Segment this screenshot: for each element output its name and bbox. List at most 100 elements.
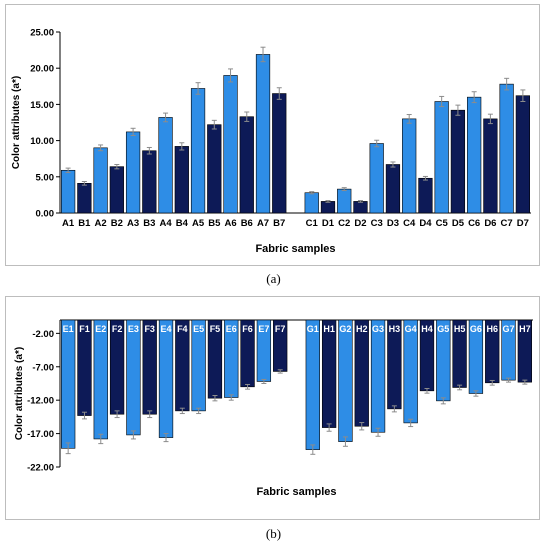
x-tick-label: G1	[307, 324, 319, 334]
bar	[207, 124, 222, 214]
x-tick-label: C6	[468, 218, 480, 229]
bar	[255, 54, 271, 214]
bar	[60, 169, 76, 214]
y-tick-label: -7.00	[32, 362, 54, 373]
x-tick-label: E5	[193, 324, 204, 334]
x-tick-label: H1	[323, 324, 335, 334]
y-tick-label: 10.00	[30, 136, 54, 147]
x-tick-label: E3	[128, 324, 139, 334]
bar	[354, 319, 369, 427]
caption-a: (a)	[266, 271, 281, 286]
x-tick-label: C5	[436, 218, 449, 229]
x-tick-label: A1	[62, 218, 75, 229]
x-tick-label: F3	[144, 324, 155, 334]
x-tick-label: G3	[372, 324, 384, 334]
bar	[77, 319, 92, 416]
x-tick-label: F4	[177, 324, 188, 334]
x-tick-label: H3	[389, 324, 401, 334]
x-tick-label: C4	[403, 218, 416, 229]
x-tick-label: G5	[437, 324, 449, 334]
bar	[61, 319, 76, 449]
x-tick-label: B1	[78, 218, 91, 229]
bar	[320, 201, 336, 214]
bar	[418, 177, 433, 214]
x-tick-label: H7	[519, 324, 531, 334]
x-tick-label: D3	[387, 218, 399, 229]
bar	[369, 143, 384, 214]
x-tick-label: F6	[242, 324, 253, 334]
bar	[142, 319, 157, 415]
x-tick-label: A5	[192, 218, 205, 229]
y-tick-label: 20.00	[30, 64, 54, 75]
x-tick-label: G2	[339, 324, 351, 334]
bar	[126, 319, 141, 436]
x-tick-label: A7	[257, 218, 269, 229]
x-tick-label: A6	[224, 218, 236, 229]
bar	[272, 93, 287, 214]
y-tick-label: -2.00	[32, 329, 54, 340]
x-tick-label: G4	[405, 324, 417, 334]
y-tick-label: 15.00	[30, 100, 54, 111]
x-tick-label: F5	[210, 324, 221, 334]
bar	[304, 192, 319, 214]
x-tick-label: G6	[470, 324, 482, 334]
bar	[77, 183, 92, 214]
y-tick-label: -12.00	[27, 396, 54, 407]
bar	[483, 118, 498, 214]
bar	[190, 88, 206, 214]
bar	[223, 75, 238, 214]
x-axis-title: Fabric samples	[255, 243, 335, 255]
x-tick-label: B3	[143, 218, 155, 229]
x-tick-label: B5	[208, 218, 221, 229]
x-tick-label: A2	[95, 218, 107, 229]
y-tick-label: 0.00	[36, 209, 55, 220]
bar	[338, 319, 353, 442]
bar	[385, 164, 401, 214]
x-tick-label: E6	[226, 324, 237, 334]
chart-a: 0.00 5.00 10.00 15.00 20.00 25.00 A1 B1 A2 B2 A3 B3…	[11, 28, 531, 255]
bar	[109, 319, 125, 415]
bar	[499, 83, 514, 214]
x-tick-label: D2	[354, 218, 366, 229]
x-tick-label: H5	[454, 324, 466, 334]
x-tick-label: D7	[517, 218, 529, 229]
x-tick-label: B2	[111, 218, 123, 229]
bar	[450, 109, 466, 214]
x-tick-label: D1	[322, 218, 335, 229]
bar	[142, 150, 157, 214]
x-tick-label: E1	[63, 324, 74, 334]
y-axis-title: Color attributes (a*)	[11, 76, 22, 169]
bar	[305, 319, 320, 450]
bar	[515, 95, 531, 214]
x-tick-label: A3	[127, 218, 139, 229]
y-axis-title: Color attributes (a*)	[14, 347, 25, 440]
bar	[125, 131, 141, 214]
caption-b: (b)	[265, 526, 282, 541]
bar	[467, 96, 482, 214]
bar	[174, 146, 189, 214]
x-tick-label: F2	[112, 324, 123, 334]
bar	[321, 319, 337, 428]
x-tick-label: F7	[275, 324, 286, 334]
chart-panel-b: -2.00 -7.00 -12.00 -17.00 -22.00 E1 F1 E2 F2 E3 F3…	[5, 296, 540, 520]
x-tick-label: A4	[159, 218, 172, 229]
x-tick-label: B6	[241, 218, 253, 229]
x-tick-label: C7	[501, 218, 513, 229]
bar	[353, 201, 368, 214]
x-tick-label: H2	[356, 324, 368, 334]
chart-b: -2.00 -7.00 -12.00 -17.00 -22.00 E1 F1 E2 F2 E3 F3…	[14, 319, 533, 498]
bar	[158, 319, 174, 438]
x-tick-label: C1	[306, 218, 319, 229]
bar	[403, 319, 418, 424]
x-tick-label: D5	[452, 218, 465, 229]
chart-panel-a: 0.00 5.00 10.00 15.00 20.00 25.00 A1 B1 A2 B2 A3 B3…	[5, 4, 540, 266]
y-tick-label: 25.00	[30, 28, 54, 39]
bar	[93, 319, 108, 440]
bar	[337, 188, 352, 214]
x-tick-label: B4	[176, 218, 189, 229]
x-tick-label: C2	[338, 218, 350, 229]
x-tick-label: F1	[79, 324, 90, 334]
y-tick-label: -22.00	[27, 463, 54, 474]
x-tick-label: D6	[484, 218, 496, 229]
x-tick-label: G7	[503, 324, 515, 334]
